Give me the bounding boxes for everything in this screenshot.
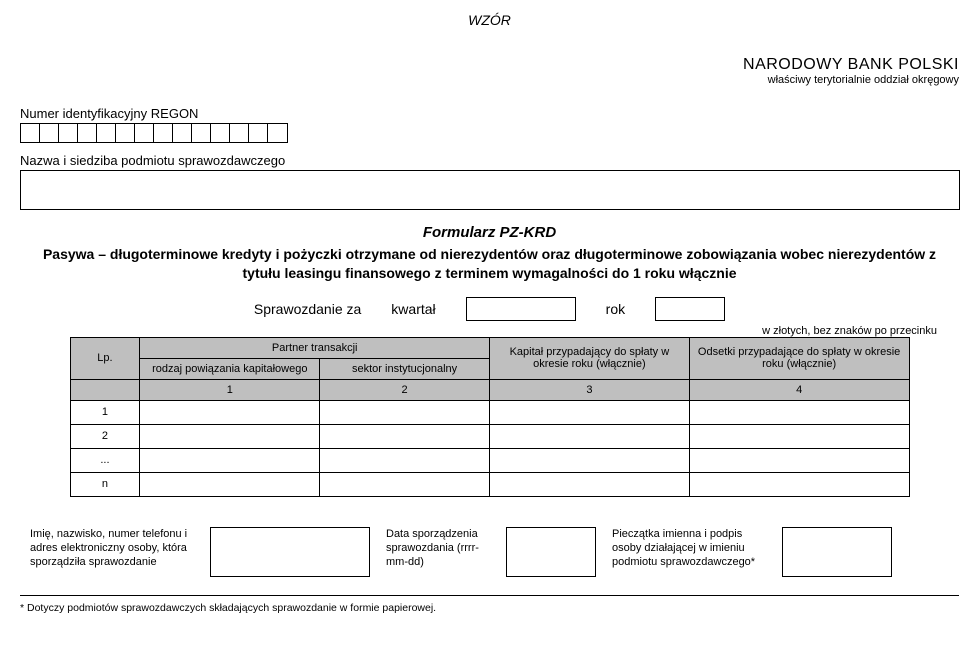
footer-stamp-label: Pieczątka imienna i podpis osoby działaj… bbox=[612, 527, 772, 570]
row-lp: n bbox=[70, 472, 140, 496]
year-input[interactable] bbox=[655, 297, 725, 321]
footer-block-stamp: Pieczątka imienna i podpis osoby działaj… bbox=[612, 527, 892, 577]
regon-box[interactable] bbox=[154, 124, 173, 142]
table-cell[interactable] bbox=[490, 400, 690, 424]
row-lp: 2 bbox=[70, 424, 140, 448]
th-num1: 1 bbox=[140, 379, 320, 400]
table-row: 1 bbox=[70, 400, 909, 424]
table-cell[interactable] bbox=[689, 424, 909, 448]
th-col4: Odsetki przypadające do spłaty w okresie… bbox=[689, 337, 909, 379]
table-cell[interactable] bbox=[140, 424, 320, 448]
report-for-label: Sprawozdanie za bbox=[254, 301, 361, 317]
row-lp: ... bbox=[70, 448, 140, 472]
table-cell[interactable] bbox=[689, 400, 909, 424]
regon-box[interactable] bbox=[40, 124, 59, 142]
table-cell[interactable] bbox=[140, 472, 320, 496]
footer-author-label: Imię, nazwisko, numer telefonu i adres e… bbox=[30, 527, 200, 570]
bank-sub: właściwy terytorialnie oddział okręgowy bbox=[20, 74, 959, 86]
th-col3: Kapitał przypadający do spłaty w okresie… bbox=[490, 337, 690, 379]
separator bbox=[20, 595, 959, 596]
th-partner-group: Partner transakcji bbox=[140, 337, 490, 358]
regon-box[interactable] bbox=[268, 124, 287, 142]
footer-author-input[interactable] bbox=[210, 527, 370, 577]
regon-box[interactable] bbox=[135, 124, 154, 142]
table-cell[interactable] bbox=[320, 448, 490, 472]
quarter-input[interactable] bbox=[466, 297, 576, 321]
regon-box[interactable] bbox=[249, 124, 268, 142]
th-col2: sektor instytucjonalny bbox=[320, 358, 490, 379]
main-table: Lp. Partner transakcji Kapitał przypadaj… bbox=[70, 337, 910, 497]
table-cell[interactable] bbox=[320, 400, 490, 424]
table-cell[interactable] bbox=[140, 400, 320, 424]
form-subtitle: Pasywa – długoterminowe kredyty i pożycz… bbox=[40, 245, 939, 283]
table-row: n bbox=[70, 472, 909, 496]
regon-label: Numer identyfikacyjny REGON bbox=[20, 106, 959, 121]
period-row: Sprawozdanie za kwartał rok bbox=[20, 297, 959, 321]
bank-name: NARODOWY BANK POLSKI bbox=[20, 56, 959, 74]
th-lp: Lp. bbox=[70, 337, 140, 379]
table-cell[interactable] bbox=[490, 448, 690, 472]
row-lp: 1 bbox=[70, 400, 140, 424]
regon-box[interactable] bbox=[59, 124, 78, 142]
regon-box[interactable] bbox=[230, 124, 249, 142]
table-cell[interactable] bbox=[320, 424, 490, 448]
th-num4: 4 bbox=[689, 379, 909, 400]
table-cell[interactable] bbox=[490, 424, 690, 448]
th-num3: 3 bbox=[490, 379, 690, 400]
regon-box[interactable] bbox=[211, 124, 230, 142]
table-cell[interactable] bbox=[140, 448, 320, 472]
footer-block-date: Data sporządzenia sprawozdania (rrrr-mm-… bbox=[386, 527, 596, 577]
table-row: 2 bbox=[70, 424, 909, 448]
regon-box[interactable] bbox=[192, 124, 211, 142]
table-cell[interactable] bbox=[320, 472, 490, 496]
footer-block-author: Imię, nazwisko, numer telefonu i adres e… bbox=[30, 527, 370, 577]
footer-date-input[interactable] bbox=[506, 527, 596, 577]
regon-box[interactable] bbox=[78, 124, 97, 142]
th-col1: rodzaj powiązania kapitałowego bbox=[140, 358, 320, 379]
footnote: * Dotyczy podmiotów sprawozdawczych skła… bbox=[20, 602, 959, 614]
regon-box[interactable] bbox=[173, 124, 192, 142]
regon-box[interactable] bbox=[116, 124, 135, 142]
table-cell[interactable] bbox=[689, 448, 909, 472]
footer-date-label: Data sporządzenia sprawozdania (rrrr-mm-… bbox=[386, 527, 496, 570]
form-title: Formularz PZ-KRD bbox=[20, 224, 959, 241]
header-right: NARODOWY BANK POLSKI właściwy terytorial… bbox=[20, 56, 959, 86]
entity-label: Nazwa i siedziba podmiotu sprawozdawczeg… bbox=[20, 153, 959, 168]
regon-box[interactable] bbox=[97, 124, 116, 142]
th-num2: 2 bbox=[320, 379, 490, 400]
regon-input-boxes[interactable] bbox=[20, 123, 288, 143]
footer-row: Imię, nazwisko, numer telefonu i adres e… bbox=[30, 527, 949, 577]
wzor-label: WZÓR bbox=[20, 12, 959, 28]
table-row: ... bbox=[70, 448, 909, 472]
unit-note: w złotych, bez znaków po przecinku bbox=[20, 325, 937, 337]
table-cell[interactable] bbox=[689, 472, 909, 496]
table-cell[interactable] bbox=[490, 472, 690, 496]
footer-stamp-input[interactable] bbox=[782, 527, 892, 577]
year-label: rok bbox=[606, 301, 625, 317]
entity-input[interactable] bbox=[20, 170, 960, 210]
th-num-blank bbox=[70, 379, 140, 400]
regon-box[interactable] bbox=[21, 124, 40, 142]
quarter-label: kwartał bbox=[391, 301, 435, 317]
